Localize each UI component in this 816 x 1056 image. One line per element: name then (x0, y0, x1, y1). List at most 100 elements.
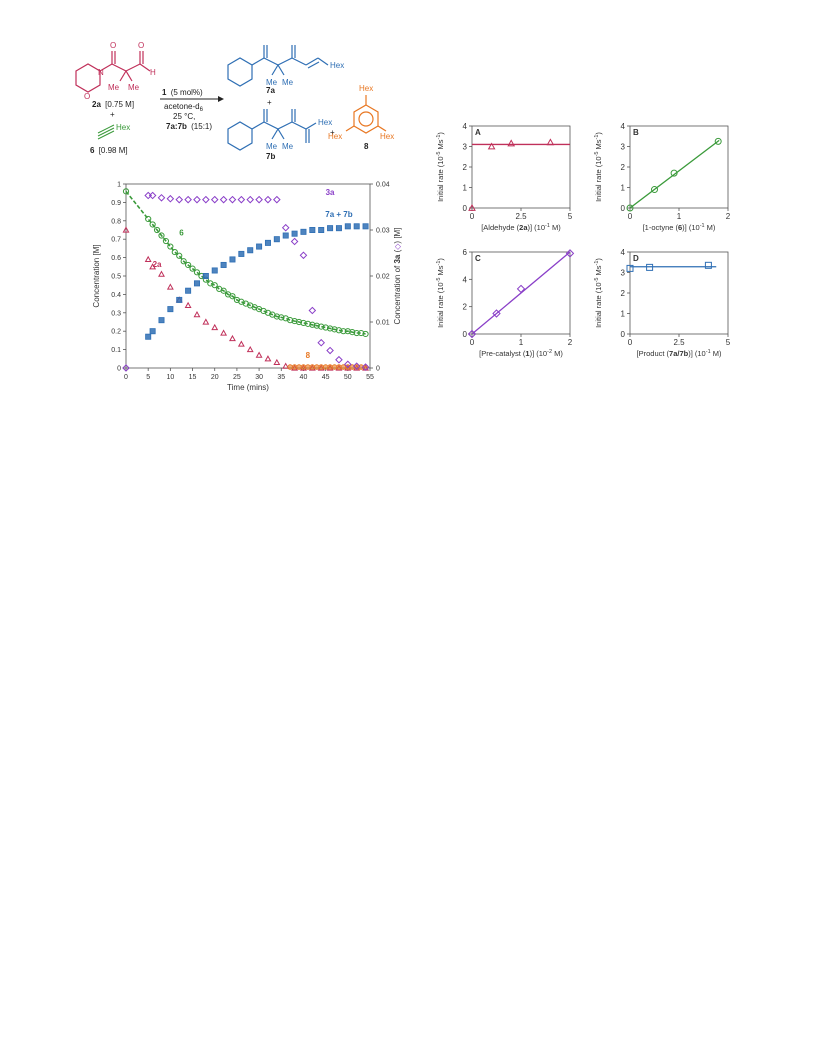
reactant-2a-conc: [0.75 M] (105, 100, 134, 109)
data-point (153, 226, 161, 234)
panel-y-tick-label: 0 (463, 330, 468, 339)
data-point (211, 323, 219, 331)
panel-x-label-compound: 2a (519, 223, 528, 232)
panel-y-label-end: ) (594, 258, 603, 261)
panel-y-tick-label: 1 (621, 310, 626, 319)
reactant-2a-label: 2a [0.75 M] (92, 100, 134, 109)
data-point (290, 237, 299, 246)
scheme-plus-2: + (267, 98, 272, 107)
scheme-o-1: O (84, 92, 90, 101)
y-axis-label: Concentration [M] (92, 244, 101, 307)
data-point (167, 243, 174, 250)
x-tick-label: 55 (366, 374, 374, 381)
reaction-scheme: O N O O H Me Me 2a [0.75 M] + Hex 6 [0.9… (75, 41, 394, 161)
solvent-text: acetone-d (164, 102, 200, 111)
series-annotation: 8 (306, 351, 311, 360)
data-point (256, 243, 263, 250)
ratio-value: (15:1) (191, 122, 212, 131)
data-point (185, 287, 192, 294)
panel-x-axis-label: [Product (7a/7b)] (10-1 M) (637, 349, 722, 358)
reactant-6-structure (97, 124, 115, 140)
panel-letter: B (633, 128, 639, 137)
data-point (361, 363, 370, 371)
data-point (220, 261, 227, 268)
panel-data-point (704, 261, 712, 269)
data-point (344, 328, 351, 335)
panel-x-tick-label: 0 (628, 212, 633, 221)
product-8-hex-top: Hex (359, 84, 373, 93)
data-point (162, 237, 170, 245)
y2-axis-label-diamond-icon: ◇ (393, 243, 402, 250)
panel-y-label-unit: Ms (436, 265, 445, 277)
scheme-plus-1: + (110, 110, 115, 119)
panel-x-label-exp: -1 (700, 223, 705, 229)
data-point (326, 325, 334, 332)
reactant-6-substituent: Hex (116, 123, 130, 132)
data-point (122, 226, 130, 233)
panel-y-label-exp2: -1 (594, 135, 600, 140)
x-tick-label: 35 (277, 374, 285, 381)
data-point (202, 273, 209, 280)
data-point (176, 296, 183, 303)
panel-x-label-unit: M) (552, 349, 563, 358)
y2-tick-label: 0.02 (376, 274, 390, 281)
series-6-points (122, 188, 369, 338)
x-tick-label: 0 (124, 374, 128, 381)
panel-x-label-compound: 1 (525, 349, 529, 358)
panel-y-label-prefix: Initial rate (10 (594, 156, 603, 201)
data-point (246, 345, 254, 353)
y2-tick-label: 0.01 (376, 320, 390, 327)
data-point (149, 221, 156, 228)
panel-data-point (468, 203, 476, 211)
data-point (309, 321, 316, 328)
data-point (184, 301, 192, 309)
data-point (344, 223, 351, 230)
panel-x-label-mid: )] (10 (530, 349, 548, 358)
data-point (145, 333, 152, 340)
data-point (247, 247, 254, 254)
data-point (273, 195, 281, 204)
data-point (255, 351, 263, 358)
panel-y-label-end: ) (594, 132, 603, 135)
data-point (238, 250, 245, 257)
data-point (185, 261, 192, 269)
data-point (264, 355, 272, 362)
panel-y-tick-label: 3 (463, 143, 468, 152)
series-annotation: 6 (179, 229, 184, 238)
data-point (180, 258, 187, 265)
data-point (166, 194, 175, 203)
data-point (229, 256, 236, 263)
panel-data-point (507, 139, 516, 147)
scheme-me-4: Me (282, 78, 294, 87)
panel-x-tick-label: 5 (568, 212, 573, 221)
product-7b-substituent: Hex (318, 118, 332, 127)
panel-letter: C (475, 254, 481, 263)
data-point (281, 223, 290, 232)
panel-y-tick-label: 2 (621, 163, 626, 172)
panel-y-axis-label: Initial rate (10-5 Ms-1) (436, 258, 445, 328)
data-point (264, 195, 272, 204)
panel-x-axis-label: [Pre-catalyst (1)] (10-2 M) (479, 349, 563, 358)
panel-y-label-exp2: -1 (594, 261, 600, 266)
series-annotation: 2a (153, 260, 162, 269)
data-point (149, 263, 157, 270)
panel-x-axis-label: [1-octyne (6)] (10-1 M) (643, 223, 716, 232)
product-7a-structure (227, 45, 329, 87)
scheme-me-6: Me (282, 142, 294, 151)
data-point (255, 195, 263, 204)
data-point (331, 326, 338, 333)
panel-y-tick-label: 3 (621, 143, 626, 152)
y-tick-label: 0.5 (111, 274, 121, 281)
panel-x-tick-label: 2.5 (673, 338, 685, 347)
panel-y-axis-label: Initial rate (10-5 Ms-1) (436, 132, 445, 202)
data-point (362, 223, 369, 230)
y-tick-label: 0.8 (111, 218, 121, 225)
panel-y-label-exp2: -1 (436, 261, 442, 266)
panel-y-label-prefix: Initial rate (10 (594, 282, 603, 327)
data-point (327, 225, 334, 232)
data-point (340, 328, 347, 335)
panel-y-tick-label: 4 (463, 275, 468, 284)
panel-y-tick-label: 2 (463, 163, 468, 172)
panel-letter: D (633, 254, 639, 263)
